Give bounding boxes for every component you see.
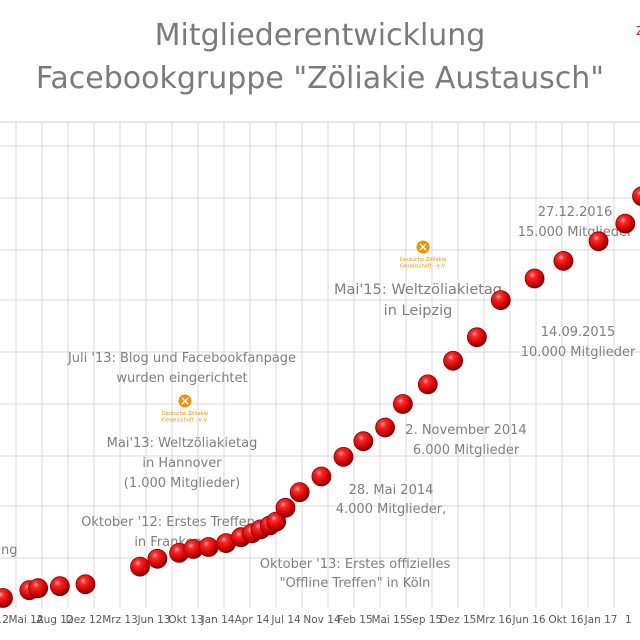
logo-emblem-stroke — [419, 243, 427, 251]
data-point — [147, 548, 168, 569]
x-tick-label: Sep 15 — [406, 614, 443, 626]
data-point — [130, 556, 150, 577]
data-point — [392, 394, 413, 414]
data-point — [443, 350, 464, 371]
grid — [0, 121, 640, 608]
data-point — [466, 327, 487, 348]
logo-text: Deutsche Zöliakie — [162, 411, 209, 417]
logo-emblem-stroke — [181, 397, 189, 405]
x-tick-label: Mrz 13 — [102, 614, 138, 626]
x-tick-label: Dez 15 — [440, 614, 477, 626]
x-tick-label: Okt 13 — [168, 614, 203, 626]
chart-title: Mitgliederentwicklung Facebookgruppe "Zö… — [0, 14, 640, 100]
x-tick-label: Jun 16 — [511, 614, 545, 626]
annotation: Z — [636, 24, 640, 38]
x-tick-label: Mai 12 — [8, 614, 43, 626]
chart-title-line-2: Facebookgruppe "Zöliakie Austausch" — [35, 61, 605, 96]
data-point — [0, 588, 13, 608]
annotation: Juli '13: Blog und Facebookfanpage wurden… — [67, 351, 296, 386]
annotation: 28. Mai 2014 4.000 Mitglieder, — [336, 483, 446, 517]
data-point — [289, 482, 310, 503]
x-tick-label: Okt 16 — [548, 614, 583, 626]
x-tick-label: Jan 17 — [584, 614, 618, 626]
data-point — [75, 574, 96, 595]
data-point — [311, 466, 332, 487]
data-point — [375, 417, 396, 438]
annotation: 14.09.2015 10.000 Mitglieder — [521, 325, 636, 360]
data-point — [490, 290, 511, 311]
annotation: Mai'15: Weltzöliakietag in Leipzig — [334, 282, 502, 319]
data-point — [632, 186, 640, 206]
x-tick-label: Jul 14 — [270, 614, 301, 626]
data-point — [524, 268, 545, 289]
data-points — [0, 186, 640, 608]
x-tick-label: Feb 15 — [337, 614, 372, 626]
data-point — [353, 431, 374, 452]
chart-title-line-1: Mitgliederentwicklung — [154, 18, 486, 53]
data-point — [588, 231, 609, 252]
x-tick-label: Aug 12 — [36, 614, 73, 626]
logo-text: Gesellschaft · e.V. — [400, 264, 446, 270]
annotation: Oktober '13: Erstes offizielles "Offline … — [260, 557, 451, 591]
annotation: 2. November 2014 6.000 Mitglieder — [405, 423, 526, 458]
x-tick-label: Nov 14 — [303, 614, 341, 626]
x-tick-label: 12 — [0, 613, 9, 626]
data-point — [275, 497, 296, 518]
data-point — [615, 213, 636, 234]
annotation: Mai'13: Weltzöliakietag in Hannover (1.000… — [107, 436, 258, 491]
x-tick-label: Mai 15 — [371, 614, 406, 626]
x-tick-label: Jun 13 — [136, 614, 170, 626]
data-point — [28, 578, 49, 599]
data-point — [553, 250, 574, 271]
data-point — [333, 446, 354, 467]
data-point — [50, 576, 70, 597]
data-point — [417, 374, 438, 395]
x-tick-label: Dez 12 — [66, 614, 103, 626]
x-tick-label: Mrz 16 — [476, 614, 512, 626]
logo-text: Deutsche Zöliakie — [400, 257, 447, 263]
data-point — [266, 511, 287, 532]
data-point — [198, 537, 219, 557]
x-tick-label: Jan 14 — [201, 614, 235, 626]
x-tick-label: 1 — [625, 614, 632, 626]
annotation: ng — [1, 543, 18, 558]
x-tick-label: Apr 14 — [235, 614, 270, 626]
annotations: Juli '13: Blog und Facebookfanpage wurden… — [1, 24, 640, 591]
logo-text: Gesellschaft · e.V. — [162, 418, 208, 424]
